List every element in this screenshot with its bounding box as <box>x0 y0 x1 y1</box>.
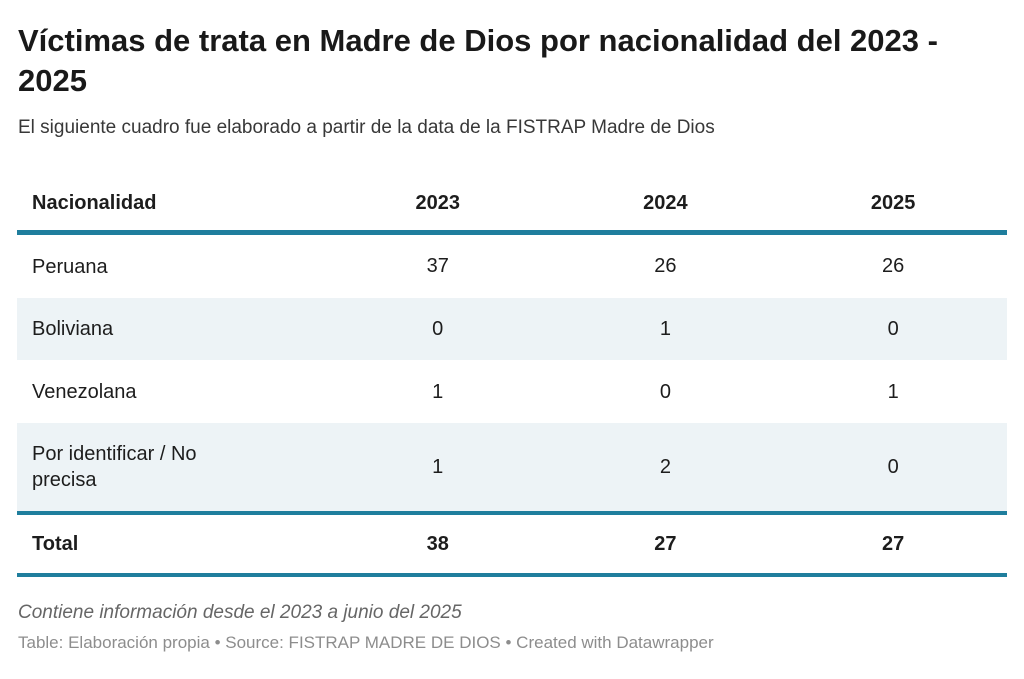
nationality-table: Nacionalidad 2023 2024 2025 Peruana 37 2… <box>17 176 1007 578</box>
cell-value: 1 <box>887 380 899 403</box>
total-label: Total <box>17 511 324 578</box>
table-row: Venezolana 1 0 1 <box>17 360 1007 423</box>
total-value: 27 <box>779 511 1007 578</box>
total-value: 27 <box>551 511 780 578</box>
table-footnote: Contiene información desde el 2023 a jun… <box>18 602 462 624</box>
table-body: Peruana 37 26 26 Boliviana 0 1 0 Venezol… <box>17 233 1007 514</box>
cell-value: 1 <box>432 380 444 403</box>
cell-value: 26 <box>654 255 677 278</box>
table-header: Nacionalidad 2023 2024 2025 <box>17 176 1007 235</box>
cell-value: 26 <box>882 255 905 278</box>
column-header-nacionalidad: Nacionalidad <box>17 176 324 235</box>
cell-value: 0 <box>432 318 444 341</box>
cell-value: 1 <box>432 456 444 479</box>
column-header-2024: 2024 <box>551 176 780 235</box>
table-footer: Total 38 27 27 <box>17 511 1007 578</box>
cell-value: 0 <box>887 318 899 341</box>
table-row: Por identificar / No precisa 1 2 0 <box>17 423 1007 514</box>
table-row: Peruana 37 26 26 <box>17 233 1007 298</box>
column-header-2025: 2025 <box>779 176 1007 235</box>
total-value: 38 <box>323 511 552 578</box>
total-row: Total 38 27 27 <box>17 511 1007 578</box>
column-header-2023: 2023 <box>323 176 552 235</box>
header-row: Nacionalidad 2023 2024 2025 <box>17 176 1007 235</box>
chart-subtitle: El siguiente cuadro fue elaborado a part… <box>18 117 715 138</box>
row-label: Boliviana <box>32 318 114 341</box>
cell-value: 37 <box>426 255 449 278</box>
row-label: Peruana <box>32 255 108 278</box>
row-label: Por identificar / No precisa <box>32 443 197 492</box>
cell-value: 1 <box>659 318 671 341</box>
chart-title: Víctimas de trata en Madre de Dios por n… <box>18 23 938 98</box>
attribution-line: Table: Elaboración propia • Source: FIST… <box>18 633 714 653</box>
cell-value: 0 <box>659 380 671 403</box>
cell-value: 0 <box>887 456 899 479</box>
row-label: Venezolana <box>32 381 137 404</box>
cell-value: 2 <box>659 456 671 479</box>
table-row: Boliviana 0 1 0 <box>17 297 1007 361</box>
